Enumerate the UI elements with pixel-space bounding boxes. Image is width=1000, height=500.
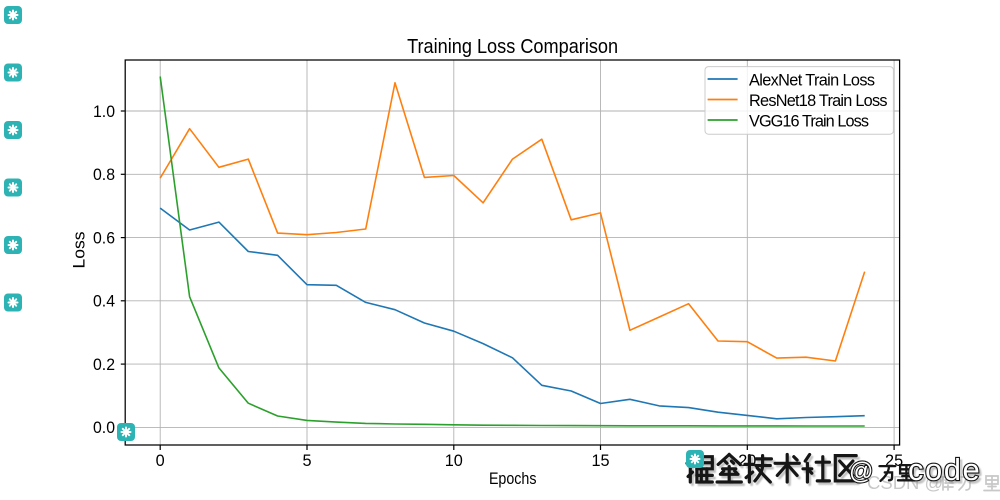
svg-text:Loss: Loss [71, 232, 89, 269]
svg-text:0.2: 0.2 [93, 356, 115, 374]
svg-text:ResNet18 Train Loss: ResNet18 Train Loss [749, 92, 888, 110]
svg-text:5: 5 [302, 452, 311, 470]
svg-text:code: code [910, 455, 983, 490]
svg-text:0: 0 [156, 452, 165, 470]
svg-text:0.8: 0.8 [93, 166, 115, 184]
svg-text:1.0: 1.0 [93, 103, 115, 121]
svg-text:0.6: 0.6 [93, 229, 115, 247]
svg-text:10: 10 [445, 452, 463, 470]
svg-text:@: @ [849, 458, 873, 485]
svg-text:Training Loss Comparison: Training Loss Comparison [407, 35, 618, 58]
svg-text:Epochs: Epochs [489, 470, 537, 488]
svg-text:CSDN @: CSDN @ [867, 472, 943, 493]
svg-text:0.4: 0.4 [93, 293, 115, 311]
svg-text:15: 15 [591, 452, 609, 470]
svg-text:AlexNet Train Loss: AlexNet Train Loss [749, 71, 875, 89]
svg-text:0.0: 0.0 [93, 419, 115, 437]
svg-text:code: code [908, 452, 981, 487]
svg-text:VGG16 Train Loss: VGG16 Train Loss [749, 112, 869, 130]
